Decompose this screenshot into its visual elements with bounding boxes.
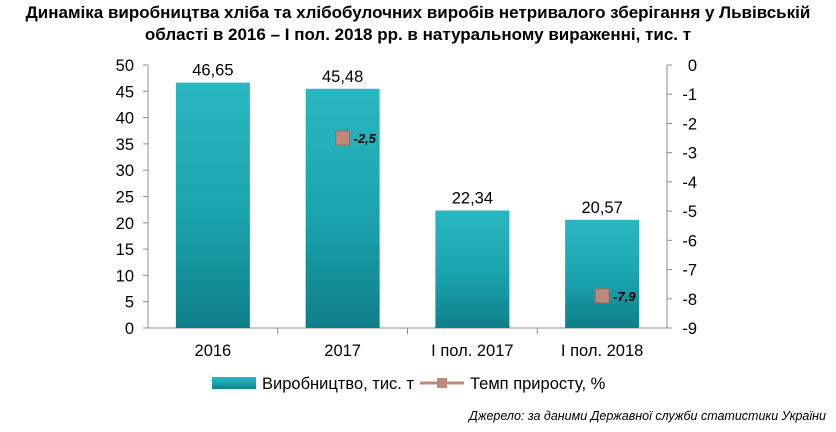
category-label: 2016 <box>195 342 232 360</box>
chart-title: Динаміка виробництва хліба та хлібобулоч… <box>0 2 836 46</box>
category-label: 2017 <box>324 342 361 360</box>
right-axis-tick-label: -6 <box>682 232 697 250</box>
chart-title-line-2: області в 2016 – І пол. 2018 рр. в натур… <box>144 25 692 44</box>
right-axis-tick-label: -9 <box>682 320 697 338</box>
left-axis-tick-label: 5 <box>125 294 134 312</box>
right-axis-tick-label: -5 <box>682 203 697 221</box>
growth-rate-label: -2,5 <box>354 131 377 146</box>
chart-title-line-1: Динаміка виробництва хліба та хлібобулоч… <box>25 3 811 22</box>
bar <box>565 219 640 328</box>
category-label: І пол. 2017 <box>431 342 513 360</box>
right-axis-tick-label: -7 <box>682 262 697 280</box>
right-axis-tick-label: 0 <box>688 57 697 75</box>
left-axis-tick-label: 50 <box>116 57 134 75</box>
legend-marker-growth <box>437 378 447 388</box>
left-axis-tick-label: 45 <box>116 83 134 101</box>
right-axis-tick-label: -4 <box>682 174 697 192</box>
right-axis-tick-label: -3 <box>682 145 697 163</box>
bar-value-label: 20,57 <box>581 199 622 217</box>
left-axis-tick-label: 0 <box>125 320 134 338</box>
left-axis-tick-label: 10 <box>116 267 134 285</box>
source-note: Джерело: за даними Державної служби стат… <box>469 409 826 423</box>
legend-label-growth: Темп приросту, % <box>470 375 606 393</box>
right-axis-tick-label: -1 <box>682 86 697 104</box>
left-axis-tick-label: 20 <box>116 215 134 233</box>
bar-value-label: 22,34 <box>452 189 493 207</box>
bar <box>305 88 380 328</box>
legend-swatch-production <box>212 377 256 389</box>
legend-label-production: Виробництво, тис. т <box>262 375 414 393</box>
left-axis-tick-label: 15 <box>116 241 134 259</box>
growth-rate-marker <box>335 130 351 146</box>
bar-value-label: 45,48 <box>322 68 363 86</box>
left-axis-tick-label: 35 <box>116 136 134 154</box>
growth-rate-label: -7,9 <box>613 289 636 304</box>
bar <box>175 82 250 328</box>
left-axis-tick-label: 30 <box>116 162 134 180</box>
right-axis-tick-label: -2 <box>682 115 697 133</box>
growth-rate-marker <box>594 288 610 304</box>
left-axis-tick-label: 40 <box>116 110 134 128</box>
category-label: І пол. 2018 <box>561 342 643 360</box>
right-axis-tick-label: -8 <box>682 291 697 309</box>
bar-value-label: 46,65 <box>192 62 233 80</box>
left-axis-tick-label: 25 <box>116 189 134 207</box>
bar <box>435 210 510 328</box>
